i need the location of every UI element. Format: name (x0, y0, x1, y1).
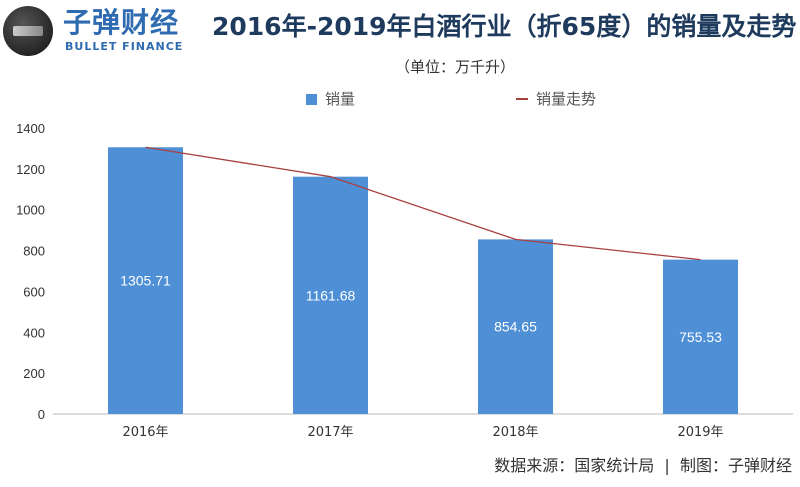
brand-name: 子弹财经 (63, 6, 180, 39)
bar-data-label: 1161.68 (306, 287, 356, 303)
source-note: 数据来源：国家统计局 | 制图：子弹财经 (494, 456, 792, 475)
x-tick-label: 2017年 (307, 425, 353, 440)
y-tick-label: 400 (23, 325, 45, 340)
x-tick-label: 2019年 (677, 425, 723, 440)
chart-title: 2016年-2019年白酒行业（折65度）的销量及走势 (212, 12, 797, 41)
bar (478, 239, 553, 414)
bar-data-label: 1305.71 (120, 273, 171, 289)
y-tick-label: 1000 (16, 203, 45, 218)
legend-line-label: 销量走势 (536, 90, 597, 108)
y-tick-label: 1400 (16, 121, 45, 136)
brand-logo-mark (13, 26, 43, 36)
bar (108, 147, 183, 415)
bar (663, 259, 738, 414)
y-tick-label: 1200 (16, 162, 45, 177)
y-tick-label: 800 (23, 244, 45, 259)
bar (293, 176, 368, 414)
legend-bar-swatch (306, 93, 317, 105)
bar-data-label: 755.53 (679, 329, 722, 345)
legend-line-swatch (516, 98, 528, 100)
legend-bar: 销量 (306, 90, 355, 108)
legend-bar-label: 销量 (325, 90, 356, 108)
legend-line: 销量走势 (516, 90, 596, 108)
chart-subtitle: （单位：万千升） (394, 58, 515, 76)
y-tick-label: 600 (23, 284, 45, 299)
x-tick-label: 2016年 (122, 425, 168, 440)
x-tick-label: 2018年 (492, 425, 538, 440)
y-tick-label: 200 (23, 366, 45, 381)
bar-data-label: 854.65 (494, 319, 537, 335)
y-tick-label: 0 (38, 407, 45, 422)
brand-logo (3, 6, 53, 56)
brand-name-en: BULLET FINANCE (65, 40, 184, 53)
trend-line (145, 146, 701, 261)
